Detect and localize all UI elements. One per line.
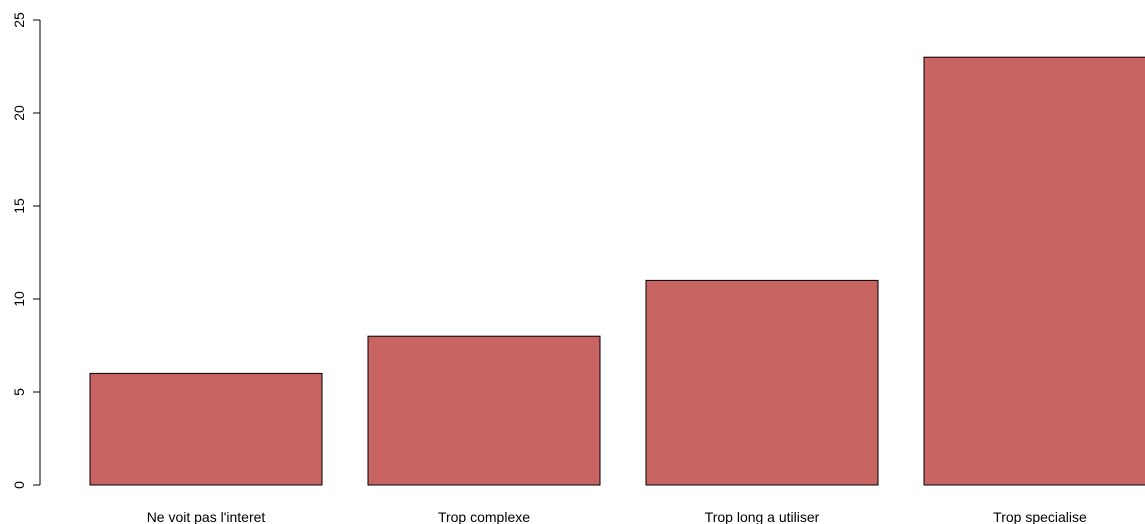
bar	[89, 372, 323, 486]
x-category-label: Trop specialise	[993, 509, 1087, 524]
x-category-label: Trop long a utiliser	[705, 509, 820, 524]
x-category-label: Ne voit pas l'interet	[147, 509, 266, 524]
bars	[89, 56, 1145, 486]
x-category-label: Trop complexe	[438, 509, 530, 524]
y-tick-label: 10	[11, 291, 27, 307]
bar	[645, 279, 879, 486]
y-tick-label: 0	[11, 481, 27, 489]
bar	[923, 56, 1145, 486]
y-tick-label: 20	[11, 105, 27, 121]
y-axis: 0 5 10 15 20 25	[11, 12, 41, 489]
bar	[367, 335, 601, 486]
y-tick-label: 25	[11, 12, 27, 28]
y-tick-label: 5	[11, 388, 27, 396]
category-labels: Ne voit pas l'interet Trop complexe Trop l…	[147, 509, 1087, 524]
y-tick-label: 15	[11, 198, 27, 214]
